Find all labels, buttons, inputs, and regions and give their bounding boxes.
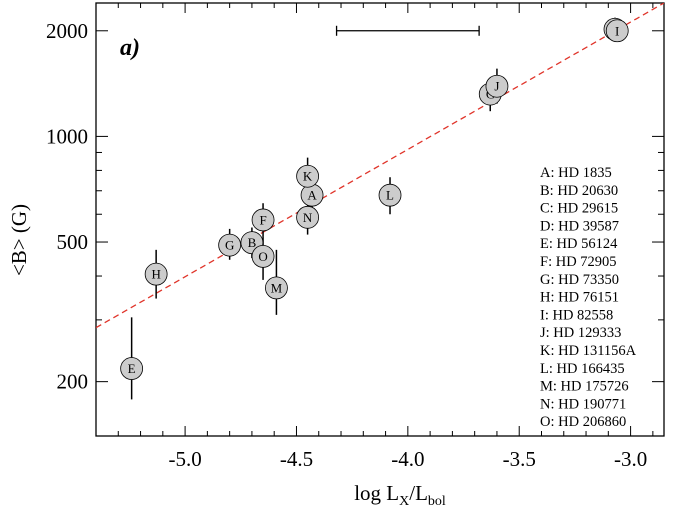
x-tick-label: -3.5: [503, 447, 536, 471]
legend-entry: H: HD 76151: [540, 290, 619, 306]
data-point-g: [218, 233, 242, 257]
data-point-label-i: I: [615, 23, 619, 38]
data-point-label-j: J: [494, 79, 499, 94]
x-tick-label: -4.0: [391, 447, 424, 471]
data-point-h: [144, 262, 168, 286]
plot-frame: [95, 2, 665, 437]
panel-label: a): [120, 35, 140, 61]
data-point-label-m: M: [271, 280, 283, 295]
data-point-j: [485, 74, 509, 98]
data-point-label-h: H: [151, 267, 160, 282]
x-tick-label: -4.5: [280, 447, 313, 471]
legend-entry: D: HD 39587: [540, 218, 619, 234]
y-tick-label: 200: [57, 370, 89, 394]
fit-line: [96, 3, 664, 329]
legend-entry: E: HD 56124: [540, 236, 618, 252]
data-point-label-f: F: [259, 212, 266, 227]
data-point-label-l: L: [386, 188, 394, 203]
y-tick-label: 2000: [46, 19, 88, 43]
data-point-label-b: B: [248, 235, 257, 250]
y-tick-label: 500: [57, 230, 89, 254]
legend-entry: G: HD 73350: [540, 272, 619, 288]
data-point-label-g: G: [225, 238, 234, 253]
legend-entry: A: HD 1835: [540, 165, 612, 181]
data-point-i: [605, 19, 629, 43]
data-point-label-n: N: [303, 210, 313, 225]
data-point-l: [378, 183, 402, 207]
legend-entry: F: HD 72905: [540, 254, 617, 270]
data-point-label-k: K: [303, 169, 313, 184]
x-axis-label-main: log L: [354, 481, 399, 505]
data-point-m: [265, 276, 288, 300]
x-axis-label: log LX/Lbol: [354, 481, 446, 509]
y-axis-label: <B> (G): [7, 204, 31, 276]
x-axis-label-mid: /L: [409, 481, 428, 505]
legend-entry: O: HD 206860: [540, 414, 626, 430]
legend-entry: I: HD 82558: [540, 307, 613, 323]
plot-area: -5.0-4.5-4.0-3.5-3.020050010002000ABCDEF…: [46, 2, 665, 471]
data-point-o: [251, 244, 275, 268]
legend-entry: B: HD 20630: [540, 183, 618, 199]
y-tick-label: 1000: [46, 124, 88, 148]
legend-entry: M: HD 175726: [540, 379, 629, 395]
x-axis-label-sub2: bol: [428, 494, 446, 509]
legend-entry: N: HD 190771: [540, 396, 626, 412]
x-tick-label: -3.0: [614, 447, 647, 471]
data-point-e: [120, 357, 144, 380]
legend-entry: K: HD 131156A: [540, 343, 637, 359]
data-point-label-a: A: [307, 188, 317, 203]
data-point-label-o: O: [258, 249, 267, 264]
data-point-f: [251, 208, 275, 232]
x-tick-label: -5.0: [168, 447, 201, 471]
data-point-k: [296, 164, 320, 188]
legend-entry: C: HD 29615: [540, 201, 618, 217]
legend-entry: J: HD 129333: [540, 325, 621, 341]
data-point-label-e: E: [128, 361, 136, 376]
data-point-n: [296, 205, 320, 229]
x-axis-label-sub1: X: [399, 494, 409, 509]
legend-entry: L: HD 166435: [540, 361, 625, 377]
